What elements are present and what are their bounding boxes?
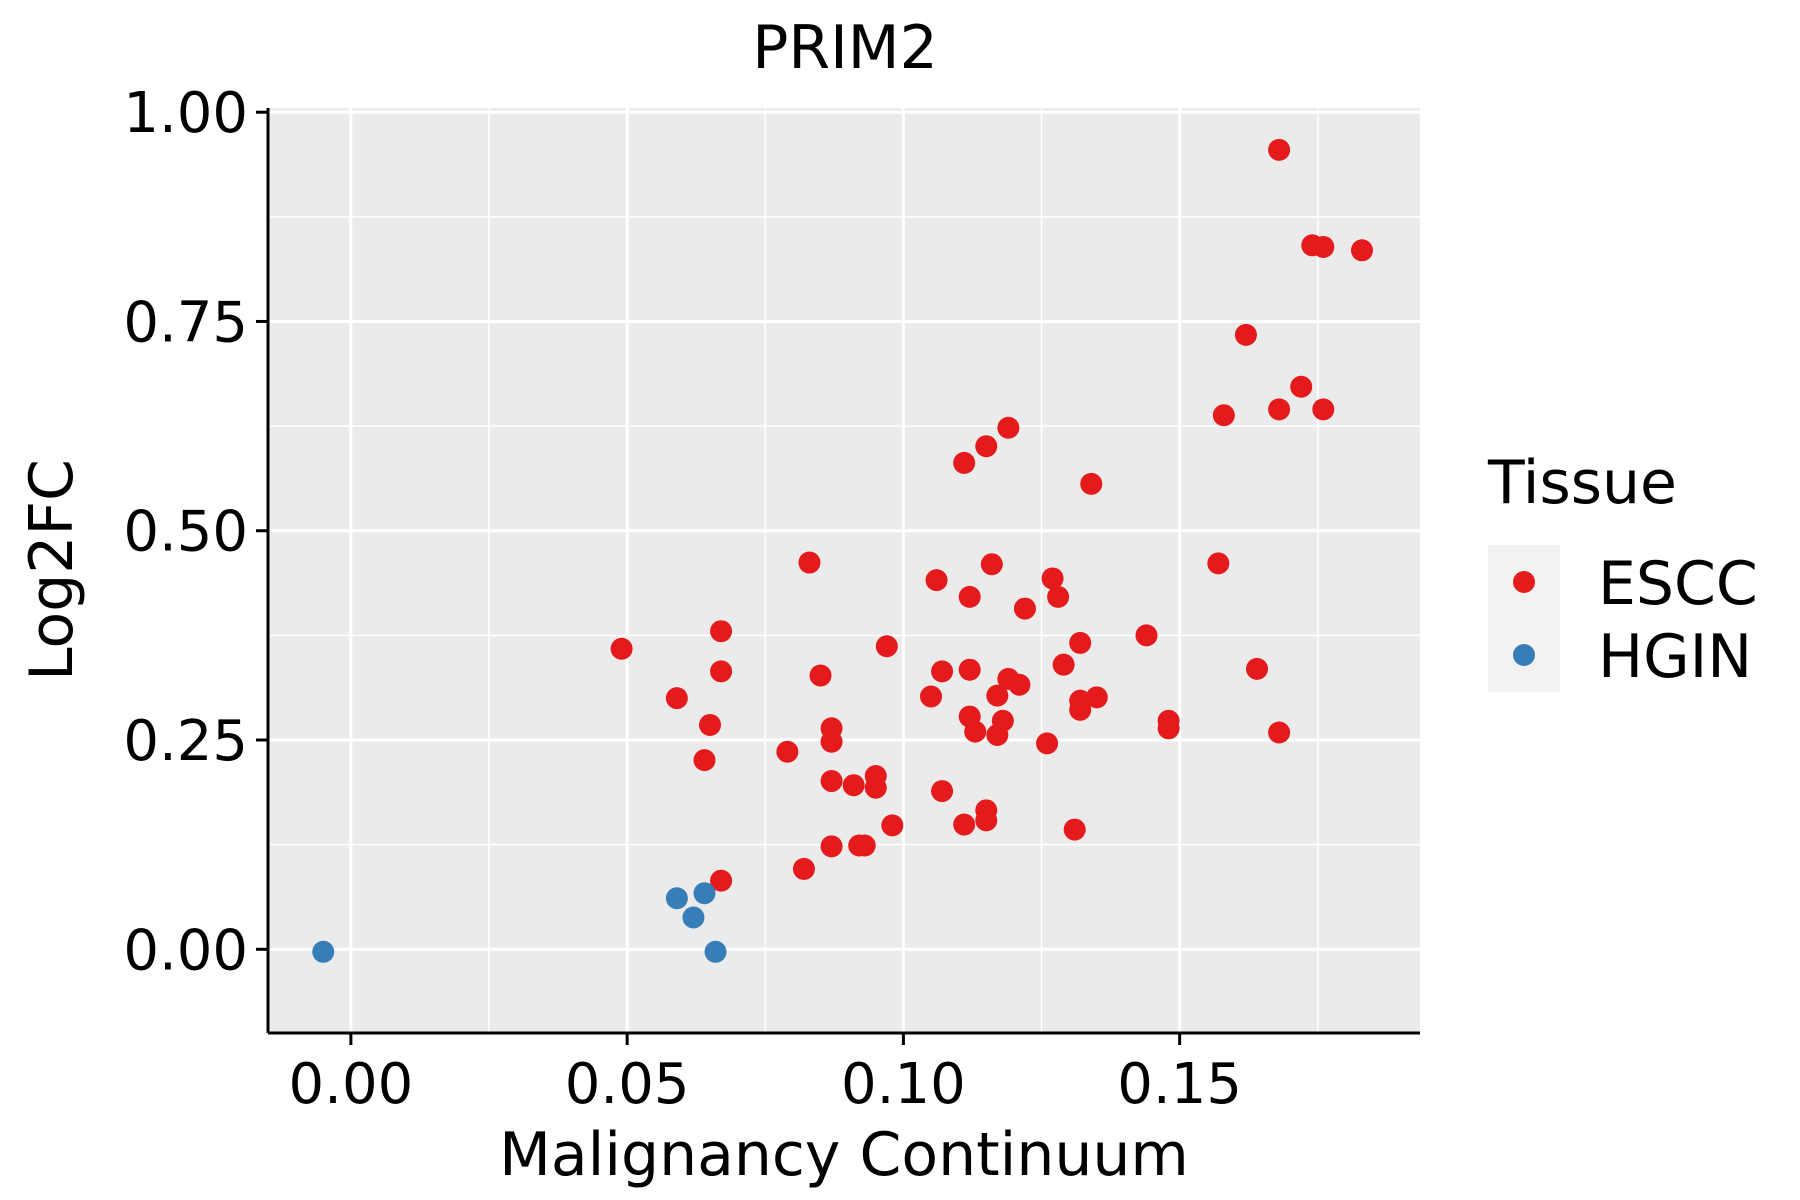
point-escc bbox=[1052, 653, 1075, 676]
x-axis-label: Malignancy Continuum bbox=[499, 1120, 1189, 1190]
point-escc bbox=[776, 740, 799, 763]
legend-label-hgin: HGIN bbox=[1598, 622, 1752, 692]
y-tick-label: 0.00 bbox=[123, 918, 248, 983]
point-escc bbox=[1312, 235, 1335, 258]
point-escc bbox=[1036, 732, 1059, 755]
x-tick-label: 0.10 bbox=[841, 1052, 966, 1117]
y-axis-label: Log2FC bbox=[17, 459, 87, 681]
point-escc bbox=[820, 835, 843, 858]
point-escc bbox=[1085, 686, 1108, 709]
y-tick-label: 0.50 bbox=[123, 500, 248, 565]
point-escc bbox=[953, 813, 976, 836]
y-axis-ticks: 0.00 0.25 0.50 0.75 1.00 bbox=[123, 81, 268, 983]
legend-label-escc: ESCC bbox=[1598, 549, 1758, 619]
legend-key-escc bbox=[1513, 571, 1535, 593]
point-escc bbox=[1063, 818, 1086, 841]
chart-title: PRIM2 bbox=[752, 13, 938, 83]
point-escc bbox=[1041, 567, 1064, 590]
point-escc bbox=[1013, 597, 1036, 620]
point-escc bbox=[975, 799, 998, 822]
point-escc bbox=[1047, 585, 1070, 608]
data-points bbox=[312, 138, 1373, 963]
point-hgin bbox=[704, 940, 727, 963]
point-escc bbox=[1080, 472, 1103, 495]
x-tick-label: 0.05 bbox=[565, 1052, 690, 1117]
point-escc bbox=[881, 814, 904, 837]
y-tick-label: 0.75 bbox=[123, 290, 248, 355]
legend-key-background bbox=[1488, 545, 1560, 692]
point-escc bbox=[1207, 552, 1230, 575]
minor-gridlines bbox=[268, 108, 1420, 1033]
point-escc bbox=[610, 637, 633, 660]
point-escc bbox=[1069, 698, 1092, 721]
point-escc bbox=[975, 435, 998, 458]
point-hgin bbox=[693, 882, 716, 905]
point-escc bbox=[931, 660, 954, 683]
legend: Tissue ESCC HGIN bbox=[1487, 448, 1758, 692]
plot-panel bbox=[268, 108, 1420, 1033]
point-escc bbox=[1234, 323, 1257, 346]
point-escc bbox=[958, 585, 981, 608]
y-tick-label: 0.25 bbox=[123, 709, 248, 774]
point-escc bbox=[958, 658, 981, 681]
point-escc bbox=[693, 749, 716, 772]
point-escc bbox=[710, 869, 733, 892]
point-escc bbox=[1212, 404, 1235, 427]
point-escc bbox=[953, 451, 976, 474]
point-escc bbox=[925, 569, 948, 592]
x-tick-label: 0.15 bbox=[1117, 1052, 1242, 1117]
point-escc bbox=[931, 780, 954, 803]
point-escc bbox=[1246, 657, 1269, 680]
point-escc bbox=[986, 684, 1009, 707]
point-escc bbox=[864, 776, 887, 799]
point-escc bbox=[1312, 398, 1335, 421]
point-escc bbox=[1268, 398, 1291, 421]
x-axis-ticks: 0.00 0.05 0.10 0.15 bbox=[289, 1033, 1242, 1117]
point-escc bbox=[964, 720, 987, 743]
point-escc bbox=[1135, 624, 1158, 647]
point-hgin bbox=[665, 887, 688, 910]
point-escc bbox=[792, 857, 815, 880]
point-escc bbox=[1290, 375, 1313, 398]
point-escc bbox=[991, 709, 1014, 732]
point-escc bbox=[920, 685, 943, 708]
legend-key-hgin bbox=[1513, 644, 1535, 666]
point-escc bbox=[820, 730, 843, 753]
point-escc bbox=[1268, 138, 1291, 161]
point-escc bbox=[1069, 631, 1092, 654]
major-gridlines bbox=[268, 108, 1420, 1033]
point-escc bbox=[875, 635, 898, 658]
point-escc bbox=[798, 551, 821, 574]
point-escc bbox=[1350, 239, 1373, 262]
point-escc bbox=[1157, 709, 1180, 732]
point-escc bbox=[1268, 721, 1291, 744]
point-escc bbox=[842, 774, 865, 797]
point-escc bbox=[710, 620, 733, 643]
point-escc bbox=[699, 713, 722, 736]
legend-title: Tissue bbox=[1487, 448, 1677, 518]
point-hgin bbox=[312, 940, 335, 963]
point-escc bbox=[1008, 673, 1031, 696]
point-escc bbox=[997, 416, 1020, 439]
point-escc bbox=[980, 553, 1003, 576]
point-escc bbox=[665, 687, 688, 710]
point-escc bbox=[820, 770, 843, 793]
point-escc bbox=[809, 664, 832, 687]
point-escc bbox=[853, 834, 876, 857]
y-tick-label: 1.00 bbox=[123, 81, 248, 146]
x-tick-label: 0.00 bbox=[289, 1052, 414, 1117]
point-escc bbox=[710, 660, 733, 683]
point-hgin bbox=[682, 906, 705, 929]
